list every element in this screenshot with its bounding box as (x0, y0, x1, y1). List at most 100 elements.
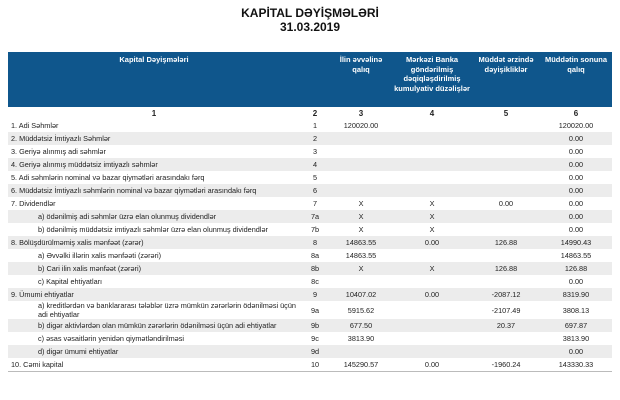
changes (472, 132, 540, 145)
row-label: 7. Dividendlər (8, 197, 300, 210)
row-label: d) digər ümumi ehtiyatlar (8, 345, 300, 358)
table-row: b) Cari ilin xalis mənfəət (zərəri) 8b X X 1… (8, 262, 612, 275)
changes (472, 223, 540, 236)
adjustments (392, 119, 472, 132)
row-label: 8. Bölüşdürülməmiş xalis mənfəət (zərər) (8, 236, 300, 249)
table-row: a) ödənilmiş adi səhmlər üzrə elan olunm… (8, 210, 612, 223)
row-code: 8b (300, 262, 330, 275)
row-label: c) Kapital ehtiyatları (8, 275, 300, 288)
closing-balance: 0.00 (540, 210, 612, 223)
row-code: 4 (300, 158, 330, 171)
closing-balance: 0.00 (540, 184, 612, 197)
table-row: 8. Bölüşdürülməmiş xalis mənfəət (zərər)… (8, 236, 612, 249)
closing-balance: 126.88 (540, 262, 612, 275)
closing-balance: 697.87 (540, 319, 612, 332)
row-label: b) digər aktivlərdən olan mümkün zərərlə… (8, 319, 300, 332)
row-label: 10. Cəmi kapital (8, 358, 300, 372)
table-row: c) Kapital ehtiyatları 8c 0.00 (8, 275, 612, 288)
table-row: b) digər aktivlərdən olan mümkün zərərlə… (8, 319, 612, 332)
adjustments (392, 345, 472, 358)
changes: 126.88 (472, 236, 540, 249)
opening-balance (330, 275, 392, 288)
table-row: a) Əvvəlki illərin xalis mənfəəti (zərər… (8, 249, 612, 262)
opening-balance (330, 158, 392, 171)
changes: 0.00 (472, 197, 540, 210)
closing-balance: 0.00 (540, 132, 612, 145)
changes (472, 171, 540, 184)
closing-balance: 8319.90 (540, 288, 612, 301)
opening-balance: 10407.02 (330, 288, 392, 301)
row-code: 7b (300, 223, 330, 236)
opening-balance (330, 145, 392, 158)
closing-balance: 0.00 (540, 345, 612, 358)
adjustments (392, 332, 472, 345)
opening-balance: X (330, 223, 392, 236)
row-label: a) kreditlərdən və banklararası tələblər… (8, 301, 300, 319)
adjustments (392, 319, 472, 332)
table-row: 9. Ümumi ehtiyatlar 9 10407.02 0.00 -2087.12… (8, 288, 612, 301)
header-row: Kapital Dəyişmələri İlin əvvəlinə qalıq … (8, 52, 612, 107)
opening-balance: 5915.62 (330, 301, 392, 319)
row-code: 9c (300, 332, 330, 345)
changes (472, 249, 540, 262)
adjustments: X (392, 210, 472, 223)
row-label: 9. Ümumi ehtiyatlar (8, 288, 300, 301)
row-label: a) ödənilmiş adi səhmlər üzrə elan olunm… (8, 210, 300, 223)
table-row: d) digər ümumi ehtiyatlar 9d 0.00 (8, 345, 612, 358)
opening-balance: 120020.00 (330, 119, 392, 132)
changes: -2087.12 (472, 288, 540, 301)
opening-balance (330, 132, 392, 145)
adjustments: X (392, 223, 472, 236)
row-label: 6. Müddətsiz İmtiyazlı səhmlərin nominal… (8, 184, 300, 197)
row-label: b) Cari ilin xalis mənfəət (zərəri) (8, 262, 300, 275)
row-code: 9d (300, 345, 330, 358)
changes (472, 275, 540, 288)
table-row: a) kreditlərdən və banklararası tələblər… (8, 301, 612, 319)
table-row: 2. Müddətsiz İmtiyazlı Səhmlər 2 0.00 (8, 132, 612, 145)
row-label: a) Əvvəlki illərin xalis mənfəəti (zərər… (8, 249, 300, 262)
adjustments: X (392, 262, 472, 275)
closing-balance: 0.00 (540, 158, 612, 171)
column-number: 2 (300, 107, 330, 119)
adjustments (392, 184, 472, 197)
row-code: 9 (300, 288, 330, 301)
column-number-row: 1 2 3 4 5 6 (8, 107, 612, 119)
row-label: 4. Geriyə alınmış müddətsiz imtiyazlı sə… (8, 158, 300, 171)
closing-balance: 0.00 (540, 223, 612, 236)
row-code: 2 (300, 132, 330, 145)
closing-balance: 14990.43 (540, 236, 612, 249)
closing-balance: 0.00 (540, 171, 612, 184)
opening-balance: 677.50 (330, 319, 392, 332)
table-row: b) ödənilmiş müddətsiz imtiyazlı səhmlər… (8, 223, 612, 236)
table-row: 1. Adi Səhmlər 1 120020.00 120020.00 (8, 119, 612, 132)
row-code: 6 (300, 184, 330, 197)
opening-balance: 14863.55 (330, 236, 392, 249)
adjustments: 0.00 (392, 288, 472, 301)
row-label: 3. Geriyə alınmış adi səhmlər (8, 145, 300, 158)
page-title: KAPİTAL DƏYİŞMƏLƏRİ (241, 6, 379, 20)
row-label: 5. Adi səhmlərin nominal və bazar qiymət… (8, 171, 300, 184)
changes (472, 158, 540, 171)
closing-balance: 3813.90 (540, 332, 612, 345)
row-label: b) ödənilmiş müddətsiz imtiyazlı səhmlər… (8, 223, 300, 236)
closing-balance: 0.00 (540, 275, 612, 288)
opening-balance: 14863.55 (330, 249, 392, 262)
changes: 126.88 (472, 262, 540, 275)
row-code: 8a (300, 249, 330, 262)
closing-balance: 0.00 (540, 197, 612, 210)
closing-balance: 3808.13 (540, 301, 612, 319)
row-label: 2. Müddətsiz İmtiyazlı Səhmlər (8, 132, 300, 145)
header-opening-balance: İlin əvvəlinə qalıq (330, 52, 392, 107)
closing-balance: 143330.33 (540, 358, 612, 372)
changes (472, 184, 540, 197)
table-row: 6. Müddətsiz İmtiyazlı səhmlərin nominal… (8, 184, 612, 197)
opening-balance: 3813.90 (330, 332, 392, 345)
adjustments (392, 145, 472, 158)
header-adjustments: Mərkəzi Banka göndərilmiş dəqiqləşdirilm… (392, 52, 472, 107)
column-number: 5 (472, 107, 540, 119)
row-label: c) əsas vəsaitlərin yenidən qiymətləndir… (8, 332, 300, 345)
adjustments (392, 158, 472, 171)
column-number: 3 (330, 107, 392, 119)
adjustments (392, 171, 472, 184)
adjustments: 0.00 (392, 236, 472, 249)
